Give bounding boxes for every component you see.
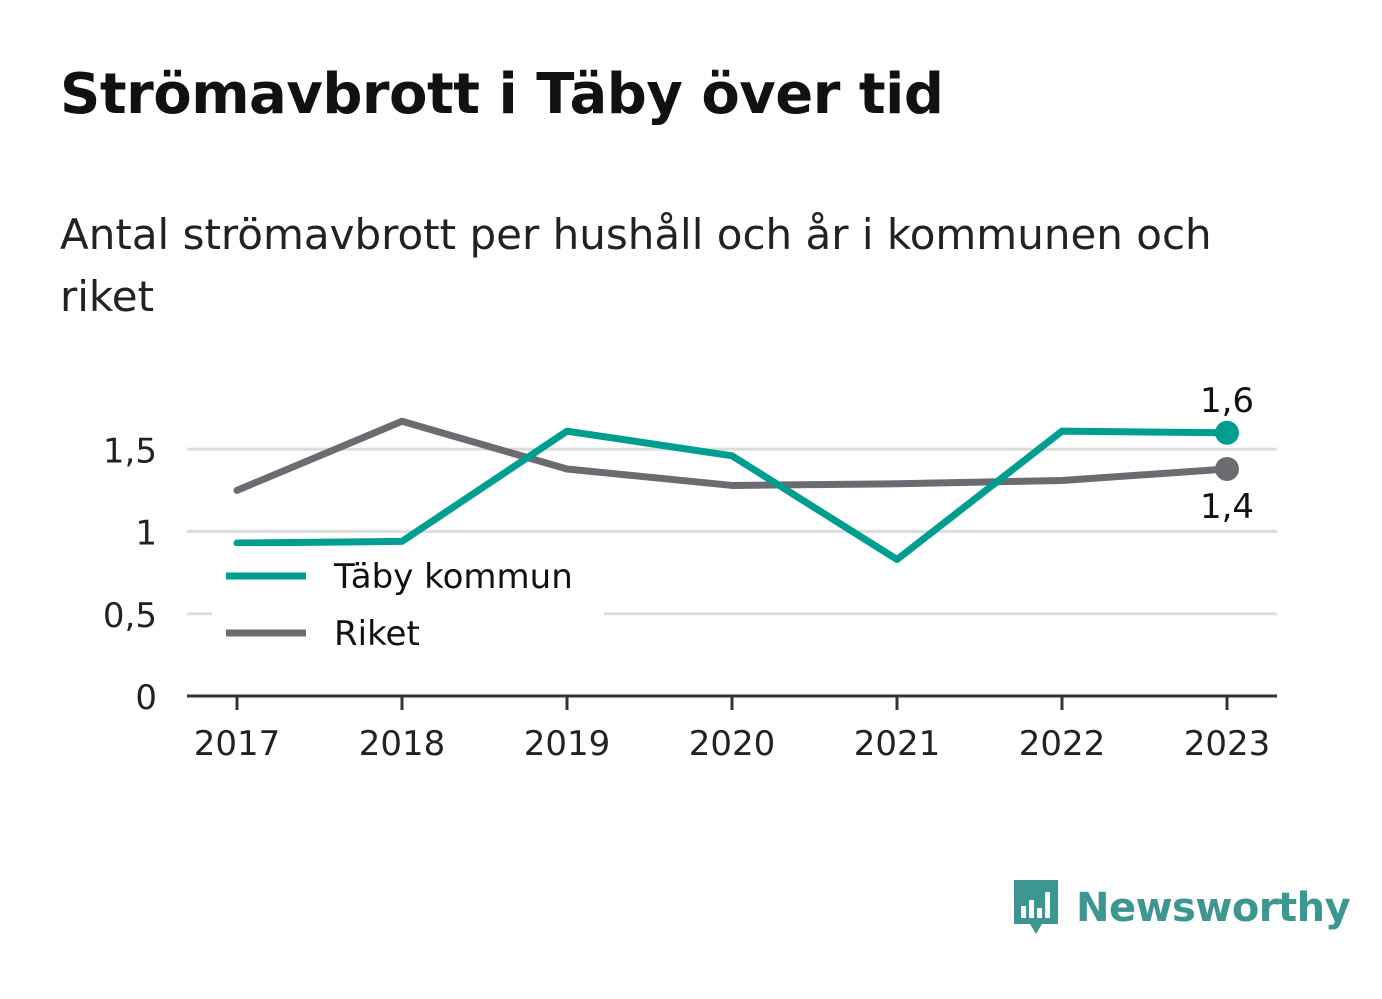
legend-label: Riket — [334, 614, 420, 654]
legend: Täby kommun Riket — [212, 546, 604, 664]
y-tick-label: 0,5 — [103, 596, 157, 636]
x-axis: 0 0,5 1 1,5 2017 2018 2019 2020 2021 2022 2023 — [103, 431, 1277, 764]
chart-subtitle: Antal strömavbrott per hushåll och år i … — [60, 210, 1212, 321]
x-tick-label: 2021 — [854, 724, 941, 764]
end-labels: 1,6 1,4 — [1200, 381, 1254, 527]
x-tick-label: 2017 — [194, 724, 281, 764]
end-point-riket — [1215, 456, 1239, 481]
end-value-label: 1,4 — [1200, 487, 1254, 527]
legend-background — [212, 546, 604, 664]
legend-label: Täby kommun — [333, 557, 573, 597]
y-tick-label: 1,5 — [103, 431, 157, 471]
end-value-label: 1,6 — [1200, 381, 1254, 421]
newsworthy-logo-icon — [1014, 880, 1058, 934]
chart-title: Strömavbrott i Täby över tid — [60, 62, 944, 127]
x-tick-label: 2023 — [1184, 724, 1271, 764]
series-line-taby-kommun — [233, 427, 1231, 563]
brand-name: Newsworthy — [1076, 885, 1351, 931]
x-tick-label: 2020 — [689, 724, 776, 764]
x-tick-label: 2018 — [359, 724, 446, 764]
series-lines — [233, 417, 1239, 563]
newsworthy-logo: Newsworthy — [1010, 876, 1351, 940]
end-point-taby-kommun — [1215, 420, 1239, 445]
series-line-riket — [233, 417, 1231, 494]
y-tick-label: 0 — [135, 678, 157, 718]
x-tick-label: 2022 — [1019, 724, 1106, 764]
y-tick-label: 1 — [135, 514, 157, 554]
x-tick-label: 2019 — [524, 724, 611, 764]
